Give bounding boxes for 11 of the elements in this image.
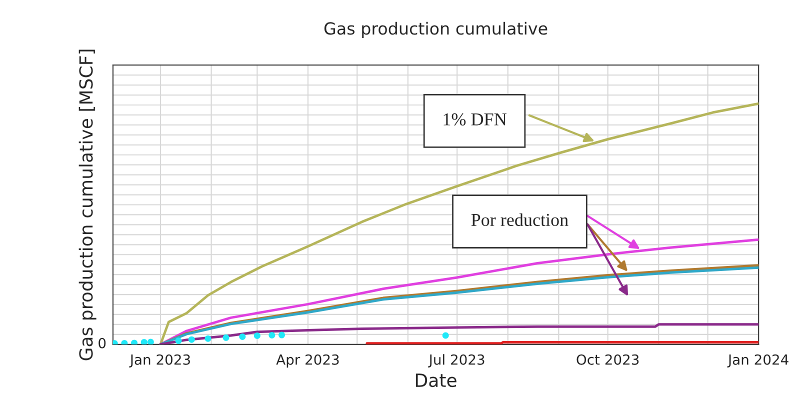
x-tick-label: Apr 2023 <box>276 354 339 368</box>
x-tick-label: Jul 2023 <box>428 354 484 368</box>
x-axis-title: Date <box>416 374 456 388</box>
x-tick-label: Jan 2024 <box>727 354 788 368</box>
annotation: 1% DFN <box>444 113 506 126</box>
text: 0 <box>98 338 106 348</box>
y-axis-title: Gas production cumulative [MSCF] <box>78 50 96 360</box>
x-tick-label: Oct 2023 <box>576 354 639 365</box>
chart-title: Gas production cumulative <box>324 22 548 38</box>
x-tick-label: Jan 2023 <box>129 354 190 368</box>
annotation: Por reduction <box>471 213 568 226</box>
